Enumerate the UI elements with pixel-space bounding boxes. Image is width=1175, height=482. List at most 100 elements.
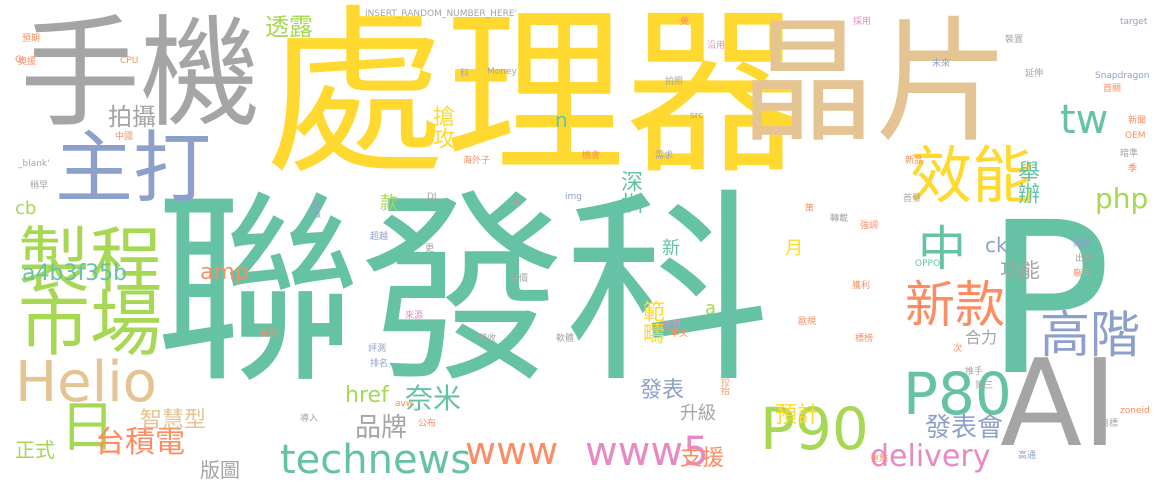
word-qianggong: 搶攻 — [429, 105, 454, 149]
word-jingpian: 晶片 — [740, 4, 1010, 161]
word-gpu: GPU — [760, 111, 779, 121]
word-yanshen: 延伸 — [1025, 69, 1044, 79]
word-latai: 拉抬 — [719, 377, 729, 395]
word-toulu: 透露 — [265, 13, 313, 41]
word-ck: ck — [985, 233, 1008, 257]
word-insert-random: INSERT_RANDOM_NUMBER_HERE' — [365, 9, 518, 19]
word-shouji: 手機 — [20, 5, 260, 144]
word-zoneid: zoneid — [1120, 406, 1150, 416]
word-jueban: 舉辦 — [1014, 160, 1039, 204]
word-helio: Helio — [15, 350, 157, 415]
word-n: n — [555, 108, 568, 132]
word-yuji: 預計 — [775, 403, 820, 428]
word-xinwen: 新聞 — [1128, 116, 1147, 126]
word-shaozao: 稍早 — [30, 181, 49, 191]
word-mei: 美 — [680, 17, 690, 27]
word-caiyong: 採用 — [853, 17, 872, 27]
word-cb: cb — [15, 198, 37, 219]
word-img: img — [565, 192, 582, 202]
word-xuqiu: 需求 — [655, 151, 674, 161]
word-oem: OEM — [1125, 131, 1146, 141]
word-huoli: 獲利 — [852, 281, 871, 291]
word-caibao: 財報 — [310, 200, 320, 218]
word-www: www — [465, 429, 559, 473]
word-xiaoneng: 效能 — [910, 139, 1035, 212]
word-jihui: 機會 — [582, 151, 601, 161]
word-zhongjia: 中價 — [510, 274, 529, 284]
word-zhong: 中 — [918, 221, 967, 277]
word-gongbu: 公布 — [418, 419, 437, 429]
word-haiwaizi: 海外子 — [463, 156, 491, 166]
word-shengji: 升級 — [680, 403, 716, 424]
word-yue: 月 — [785, 238, 803, 259]
word-fabiaohui: 發表會 — [925, 413, 1004, 443]
word-delivery: delivery — [870, 439, 991, 474]
word-src: src — [690, 111, 704, 121]
word-money: Money — [487, 67, 517, 77]
word-mubiao: 目標 — [1100, 419, 1119, 429]
word-zhicheng: 製程 — [18, 219, 163, 303]
word-anzhun: 暗準 — [1120, 149, 1139, 159]
word-shouguan: 首關 — [1103, 84, 1122, 94]
word-www5: www5 — [585, 429, 709, 475]
word-php: php — [1095, 182, 1149, 215]
word-gongneng: 功能 — [1000, 258, 1040, 282]
word-xilie: 系列 — [260, 329, 279, 339]
word-target: target — [1120, 17, 1148, 27]
word-xinpin: 新品 — [905, 156, 924, 166]
word-xinkuan: 新款 — [905, 276, 1005, 334]
word-zhihuixing: 智慧型 — [140, 408, 207, 433]
word-chuliqi: 處理器 — [265, 0, 806, 199]
word-aoyuan: 奧援 — [18, 57, 37, 67]
word-g: G — [15, 55, 22, 65]
word-chuhuo: 出貨 — [1075, 254, 1094, 264]
word-snapdragon: Snapdragon — [1095, 71, 1150, 81]
word-technews: technews — [280, 437, 472, 482]
word-fabiao: 發表 — [640, 378, 685, 403]
word-ci: 次 — [953, 344, 963, 354]
word-gaotong: 高通 — [1018, 451, 1037, 461]
word-a: a — [705, 298, 717, 319]
word-chaoyue: 超越 — [370, 232, 389, 242]
word-yingshou: 營收 — [478, 334, 497, 344]
word-zhuda: 主打 — [55, 124, 212, 214]
word-geng: 更 — [425, 244, 435, 254]
word-biaobang: 標榜 — [855, 334, 874, 344]
word-lianfake: 聯發科 — [155, 173, 770, 411]
word-href: href — [345, 383, 389, 408]
word-laiyuan: 來源 — [405, 311, 424, 321]
word-cpu: CPU — [120, 56, 139, 66]
word-ruanti: 軟體 — [556, 334, 575, 344]
word-oppo: OPPO — [915, 259, 941, 269]
word-naimi: 奈米 — [405, 382, 462, 415]
word-disan: 第三 — [975, 381, 994, 391]
word-hua: 華 — [512, 199, 522, 209]
word-shoufa: 首發 — [903, 194, 922, 204]
word-paiming: 排名 — [370, 359, 389, 369]
word-dj: DJ — [427, 192, 437, 202]
word-xin: 新 — [662, 238, 680, 259]
word-changshang: 廠商 — [1073, 269, 1092, 279]
word-yanyong: 沿用 — [707, 41, 726, 51]
word-paishe: 拍攝 — [108, 103, 156, 131]
word-weilai: 未來 — [932, 59, 951, 69]
word-ai: AI — [1000, 335, 1118, 474]
word-heli: 合力 — [965, 328, 998, 347]
word-a4b3f35b: a4b3f35b — [22, 261, 128, 286]
word-taijidian: 台積電 — [95, 425, 185, 460]
word-p: P — [985, 177, 1112, 422]
word-paizhao: 拍照 — [665, 77, 684, 87]
word-yuedu: 閱讀 — [1073, 239, 1092, 249]
word-zhongdian: 重點 — [870, 454, 889, 464]
word-zhuanzai: 轉載 — [830, 214, 849, 224]
word-shenzhen: 深圳 — [617, 170, 642, 214]
word-ji: 季 — [1128, 164, 1138, 174]
word-pinpai: 品牌 — [355, 413, 408, 443]
word-avw: avw — [395, 399, 414, 409]
word-pingce: 評測 — [368, 344, 387, 354]
word-zhengshi: 正式 — [15, 438, 55, 462]
word-tw: tw — [1060, 97, 1109, 143]
word-kuan: 款 — [380, 193, 398, 214]
word-benwen: 本文 — [670, 329, 689, 339]
